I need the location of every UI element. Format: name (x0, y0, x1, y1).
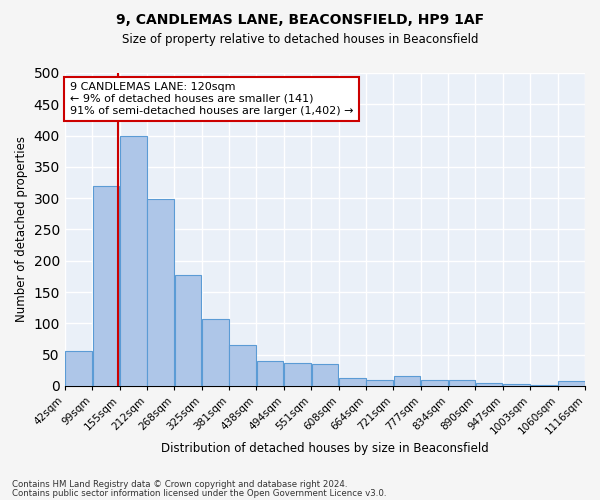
Bar (284, 362, 311, 386)
Bar (175, 275, 201, 386)
Bar (558, 382, 584, 386)
Bar (339, 378, 365, 386)
Bar (476, 382, 502, 386)
Y-axis label: Number of detached properties: Number of detached properties (15, 136, 28, 322)
Bar (148, 200, 174, 386)
Text: Contains public sector information licensed under the Open Government Licence v3: Contains public sector information licen… (12, 489, 386, 498)
Bar (311, 364, 338, 386)
Text: Size of property relative to detached houses in Beaconsfield: Size of property relative to detached ho… (122, 32, 478, 46)
Bar (367, 380, 393, 386)
Bar (530, 384, 557, 386)
Text: Contains HM Land Registry data © Crown copyright and database right 2024.: Contains HM Land Registry data © Crown c… (12, 480, 347, 489)
Text: 9, CANDLEMAS LANE, BEACONSFIELD, HP9 1AF: 9, CANDLEMAS LANE, BEACONSFIELD, HP9 1AF (116, 12, 484, 26)
Bar (503, 384, 530, 386)
Bar (65, 352, 92, 386)
Bar (120, 136, 146, 386)
Bar (202, 319, 229, 386)
Bar (449, 380, 475, 386)
Bar (394, 376, 421, 386)
Text: 9 CANDLEMAS LANE: 120sqm
← 9% of detached houses are smaller (141)
91% of semi-d: 9 CANDLEMAS LANE: 120sqm ← 9% of detache… (70, 82, 353, 116)
X-axis label: Distribution of detached houses by size in Beaconsfield: Distribution of detached houses by size … (161, 442, 489, 455)
Bar (229, 345, 256, 386)
Bar (92, 186, 119, 386)
Bar (421, 380, 448, 386)
Bar (257, 361, 283, 386)
